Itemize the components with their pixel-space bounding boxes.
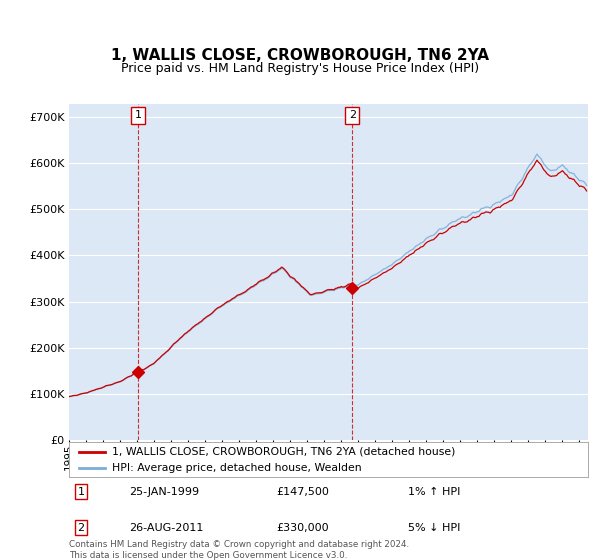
Text: 1: 1 — [77, 487, 85, 497]
Text: 2: 2 — [349, 110, 356, 120]
Text: 2: 2 — [77, 522, 85, 533]
Text: 1, WALLIS CLOSE, CROWBOROUGH, TN6 2YA (detached house): 1, WALLIS CLOSE, CROWBOROUGH, TN6 2YA (d… — [112, 447, 455, 457]
Text: £147,500: £147,500 — [276, 487, 329, 497]
Text: HPI: Average price, detached house, Wealden: HPI: Average price, detached house, Weal… — [112, 463, 361, 473]
Text: Contains HM Land Registry data © Crown copyright and database right 2024.
This d: Contains HM Land Registry data © Crown c… — [69, 540, 409, 559]
Text: Price paid vs. HM Land Registry's House Price Index (HPI): Price paid vs. HM Land Registry's House … — [121, 62, 479, 76]
Text: £330,000: £330,000 — [276, 522, 329, 533]
Text: 1, WALLIS CLOSE, CROWBOROUGH, TN6 2YA: 1, WALLIS CLOSE, CROWBOROUGH, TN6 2YA — [111, 49, 489, 63]
Text: 5% ↓ HPI: 5% ↓ HPI — [408, 522, 460, 533]
Text: 25-JAN-1999: 25-JAN-1999 — [129, 487, 199, 497]
Text: 1: 1 — [135, 110, 142, 120]
Text: 26-AUG-2011: 26-AUG-2011 — [129, 522, 203, 533]
Text: 1% ↑ HPI: 1% ↑ HPI — [408, 487, 460, 497]
